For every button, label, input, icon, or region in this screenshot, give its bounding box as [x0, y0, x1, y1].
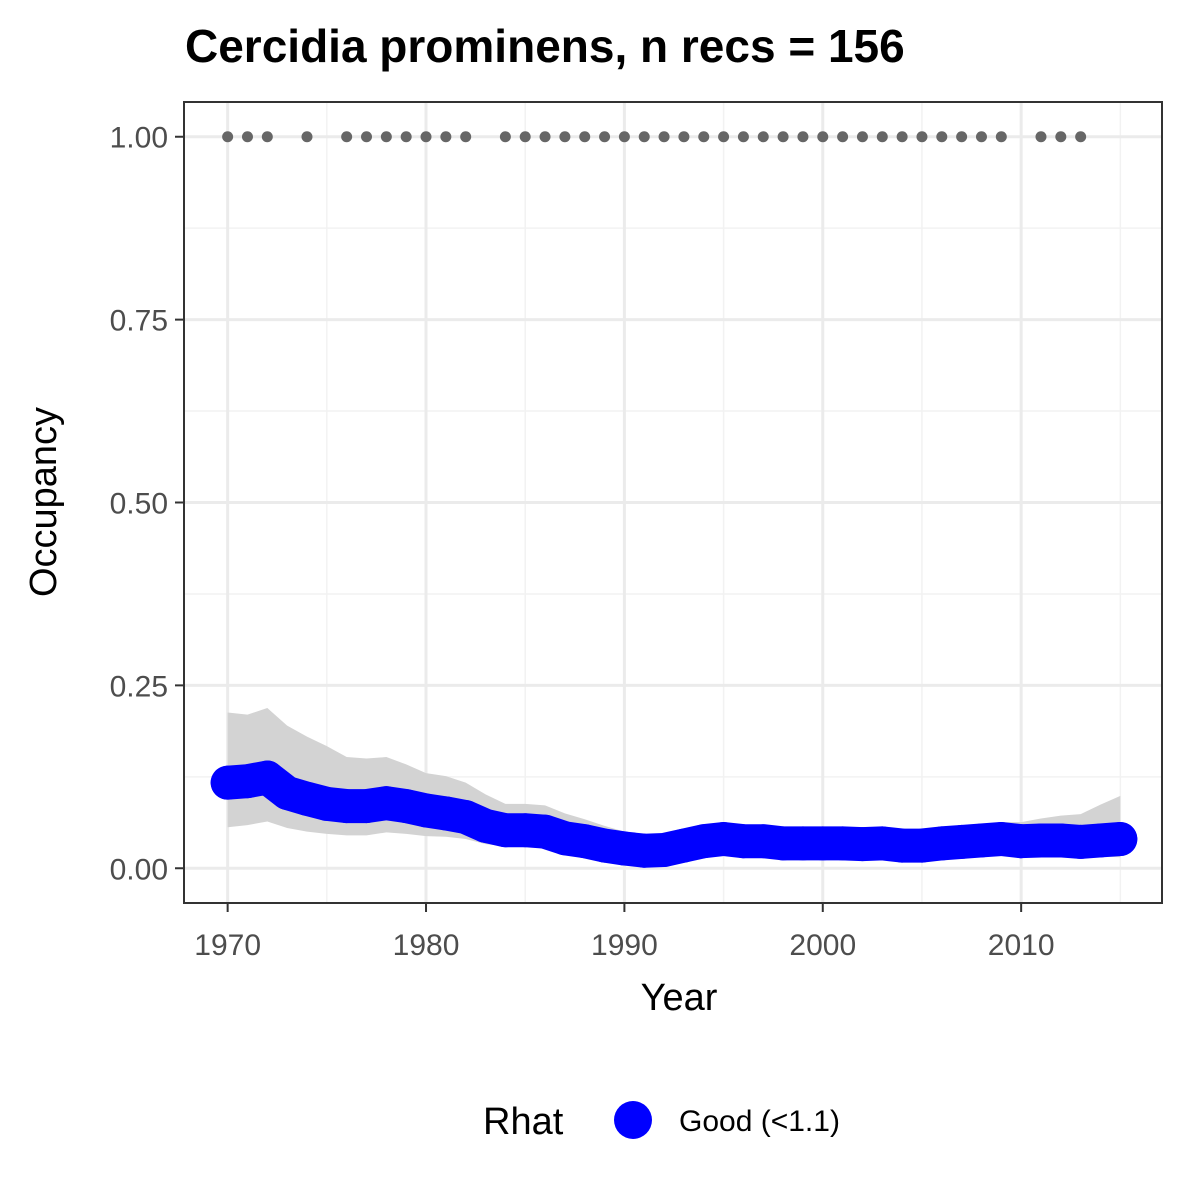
record-point	[837, 131, 849, 143]
record-point	[995, 131, 1007, 143]
record-point	[1035, 131, 1047, 143]
x-tick-label: 1990	[591, 929, 658, 962]
record-point	[936, 131, 948, 143]
x-axis: 1970 1980 1990 2000 2010	[194, 903, 1055, 962]
record-point	[519, 131, 531, 143]
y-axis-title: Occupancy	[23, 407, 65, 597]
record-point	[222, 131, 234, 143]
record-point	[1055, 131, 1067, 143]
record-point	[361, 131, 373, 143]
record-point	[579, 131, 591, 143]
legend-title: Rhat	[483, 1101, 564, 1143]
legend: Rhat Good (<1.1)	[483, 1101, 840, 1143]
record-point	[737, 131, 749, 143]
series-point	[1103, 821, 1138, 856]
x-tick-label: 2000	[789, 929, 856, 962]
record-point	[499, 131, 511, 143]
record-point	[658, 131, 670, 143]
record-point	[241, 131, 253, 143]
record-point	[380, 131, 392, 143]
record-point	[817, 131, 829, 143]
record-point	[460, 131, 472, 143]
record-point	[440, 131, 452, 143]
record-point	[301, 131, 313, 143]
record-point	[916, 131, 928, 143]
record-point	[797, 131, 809, 143]
y-axis: 0.00 0.25 0.50 0.75 1.00	[110, 122, 184, 886]
record-point	[420, 131, 432, 143]
record-point	[559, 131, 571, 143]
y-tick-label: 1.00	[110, 122, 168, 155]
record-point	[757, 131, 769, 143]
y-tick-label: 0.75	[110, 305, 168, 338]
record-point	[400, 131, 412, 143]
record-point	[975, 131, 987, 143]
record-point	[618, 131, 630, 143]
record-point	[698, 131, 710, 143]
y-tick-label: 0.00	[110, 853, 168, 886]
y-tick-label: 0.25	[110, 670, 168, 703]
y-tick-label: 0.50	[110, 488, 168, 521]
legend-key-good	[614, 1101, 652, 1139]
record-point	[341, 131, 353, 143]
x-axis-title: Year	[641, 977, 718, 1019]
chart-title: Cercidia prominens, n recs = 156	[185, 20, 905, 72]
legend-label-good: Good (<1.1)	[679, 1105, 840, 1138]
x-tick-label: 1970	[194, 929, 261, 962]
record-point	[1075, 131, 1087, 143]
record-point	[638, 131, 650, 143]
record-point	[876, 131, 888, 143]
record-point	[956, 131, 968, 143]
x-tick-label: 1980	[393, 929, 460, 962]
record-point	[856, 131, 868, 143]
x-tick-label: 2010	[988, 929, 1055, 962]
record-point	[261, 131, 273, 143]
record-point	[599, 131, 611, 143]
record-point	[718, 131, 730, 143]
record-point	[539, 131, 551, 143]
record-point	[896, 131, 908, 143]
record-point	[777, 131, 789, 143]
record-point	[678, 131, 690, 143]
plot-panel	[183, 101, 1163, 904]
occupancy-series	[210, 760, 1138, 868]
record-points	[222, 131, 1087, 143]
